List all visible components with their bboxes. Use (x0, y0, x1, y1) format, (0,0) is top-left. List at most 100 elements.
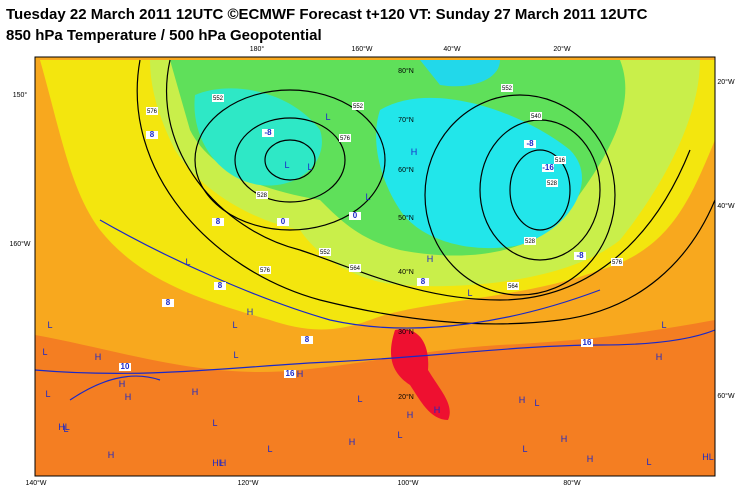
label-box (212, 94, 224, 102)
temperature-label: 16 (583, 338, 592, 347)
pressure-center: H (247, 307, 254, 317)
label-box (546, 179, 558, 187)
label-box (212, 218, 224, 226)
geopotential-label: 540 (531, 114, 542, 120)
label-box (256, 191, 268, 199)
pressure-center: H (427, 254, 434, 264)
geopotential-label: 564 (350, 266, 361, 272)
graticule-label: 160°W (351, 45, 372, 53)
pressure-center: L (63, 424, 68, 434)
subtitle: 850 hPa Temperature / 500 hPa Geopotenti… (6, 27, 322, 44)
geopotential-label: 552 (320, 250, 331, 256)
temperature-label: 8 (166, 298, 171, 307)
pressure-center: L (397, 430, 402, 440)
temperature-label: 8 (218, 281, 223, 290)
label-box (259, 266, 271, 274)
graticule-label: 160°W (9, 240, 30, 248)
geopotential-label: 552 (502, 86, 513, 92)
graticule-label: 50°N (398, 214, 414, 222)
graticule-label: 80°N (398, 67, 414, 75)
temperature-label: -8 (576, 251, 584, 260)
geopotential-label: 528 (547, 181, 558, 187)
temperature-label: 10 (121, 362, 130, 371)
map-frame (34, 56, 716, 477)
map-field (35, 57, 715, 476)
pressure-center: H (125, 392, 132, 402)
geopotential-label: 576 (260, 268, 271, 274)
graticule-label: 20°N (398, 393, 414, 401)
graticule-label: 120°W (237, 479, 258, 487)
label-box (507, 282, 519, 290)
label-box (524, 237, 536, 245)
pressure-center: L (661, 320, 666, 330)
pressure-center: L (233, 350, 238, 360)
label-box (530, 112, 542, 120)
graticule-label: 140°W (25, 479, 46, 487)
pressure-center: L (284, 160, 289, 170)
pressure-center: L (47, 320, 52, 330)
pressure-center: L (267, 444, 272, 454)
label-box (611, 258, 623, 266)
graticule-label: 100°W (397, 479, 418, 487)
pressure-center: L (212, 418, 217, 428)
pressure-center: HL (212, 458, 224, 468)
pressure-center: L (534, 398, 539, 408)
graticule-label: 40°W (717, 202, 735, 210)
temperature-label: 0 (281, 217, 286, 226)
geopotential-label: 576 (340, 136, 351, 142)
pressure-center: HL (702, 452, 714, 462)
pressure-center: H (119, 379, 126, 389)
graticule-label: 180° (250, 45, 265, 53)
label-box (262, 129, 274, 137)
temperature-label: 16 (286, 369, 295, 378)
pressure-center: L (325, 112, 330, 122)
pressure-center: L (646, 457, 651, 467)
label-box (339, 134, 351, 142)
pressure-center: L (307, 162, 312, 172)
temperature-label: 8 (150, 130, 155, 139)
label-box (119, 363, 131, 371)
label-box (162, 299, 174, 307)
geopotential-label: 576 (612, 260, 623, 266)
pressure-center: H (519, 395, 526, 405)
graticule-label: 30°N (398, 328, 414, 336)
pressure-center: H (192, 387, 199, 397)
pressure-center: H (656, 352, 663, 362)
graticule-label: 20°W (717, 78, 735, 86)
graticule-label: 150° (13, 91, 28, 99)
pressure-center: L (357, 394, 362, 404)
temperature-label: -8 (264, 128, 272, 137)
pressure-center: HL (58, 422, 70, 432)
graticule-label: 70°N (398, 116, 414, 124)
graticule-label: 40°N (398, 268, 414, 276)
pressure-center: H (587, 454, 594, 464)
label-box (146, 107, 158, 115)
label-box (542, 164, 554, 172)
geopotential-label: 528 (257, 193, 268, 199)
pressure-center: H (411, 147, 418, 157)
pressure-center: L (185, 257, 190, 267)
graticule-label: 60°W (717, 392, 735, 400)
label-box (352, 102, 364, 110)
geopotential-label: 516 (555, 158, 566, 164)
label-box (319, 248, 331, 256)
pressure-center: L (467, 288, 472, 298)
temperature-label: -16 (542, 163, 554, 172)
graticule-label: 80°W (563, 479, 581, 487)
label-box (554, 156, 566, 164)
pressure-center: H (434, 405, 441, 415)
temperature-label: 0 (353, 211, 358, 220)
temperature-label: 8 (305, 335, 310, 344)
temperature-label: 8 (421, 277, 426, 286)
pressure-center: H (95, 352, 102, 362)
pressure-center: H (407, 410, 414, 420)
title: Tuesday 22 March 2011 12UTC ©ECMWF Forec… (6, 6, 648, 23)
temperature-label: 8 (216, 217, 221, 226)
pressure-center: L (522, 444, 527, 454)
label-box (349, 212, 361, 220)
graticule-label: 20°W (553, 45, 571, 53)
pressure-center: L (232, 320, 237, 330)
label-box (214, 282, 226, 290)
label-box (581, 339, 593, 347)
